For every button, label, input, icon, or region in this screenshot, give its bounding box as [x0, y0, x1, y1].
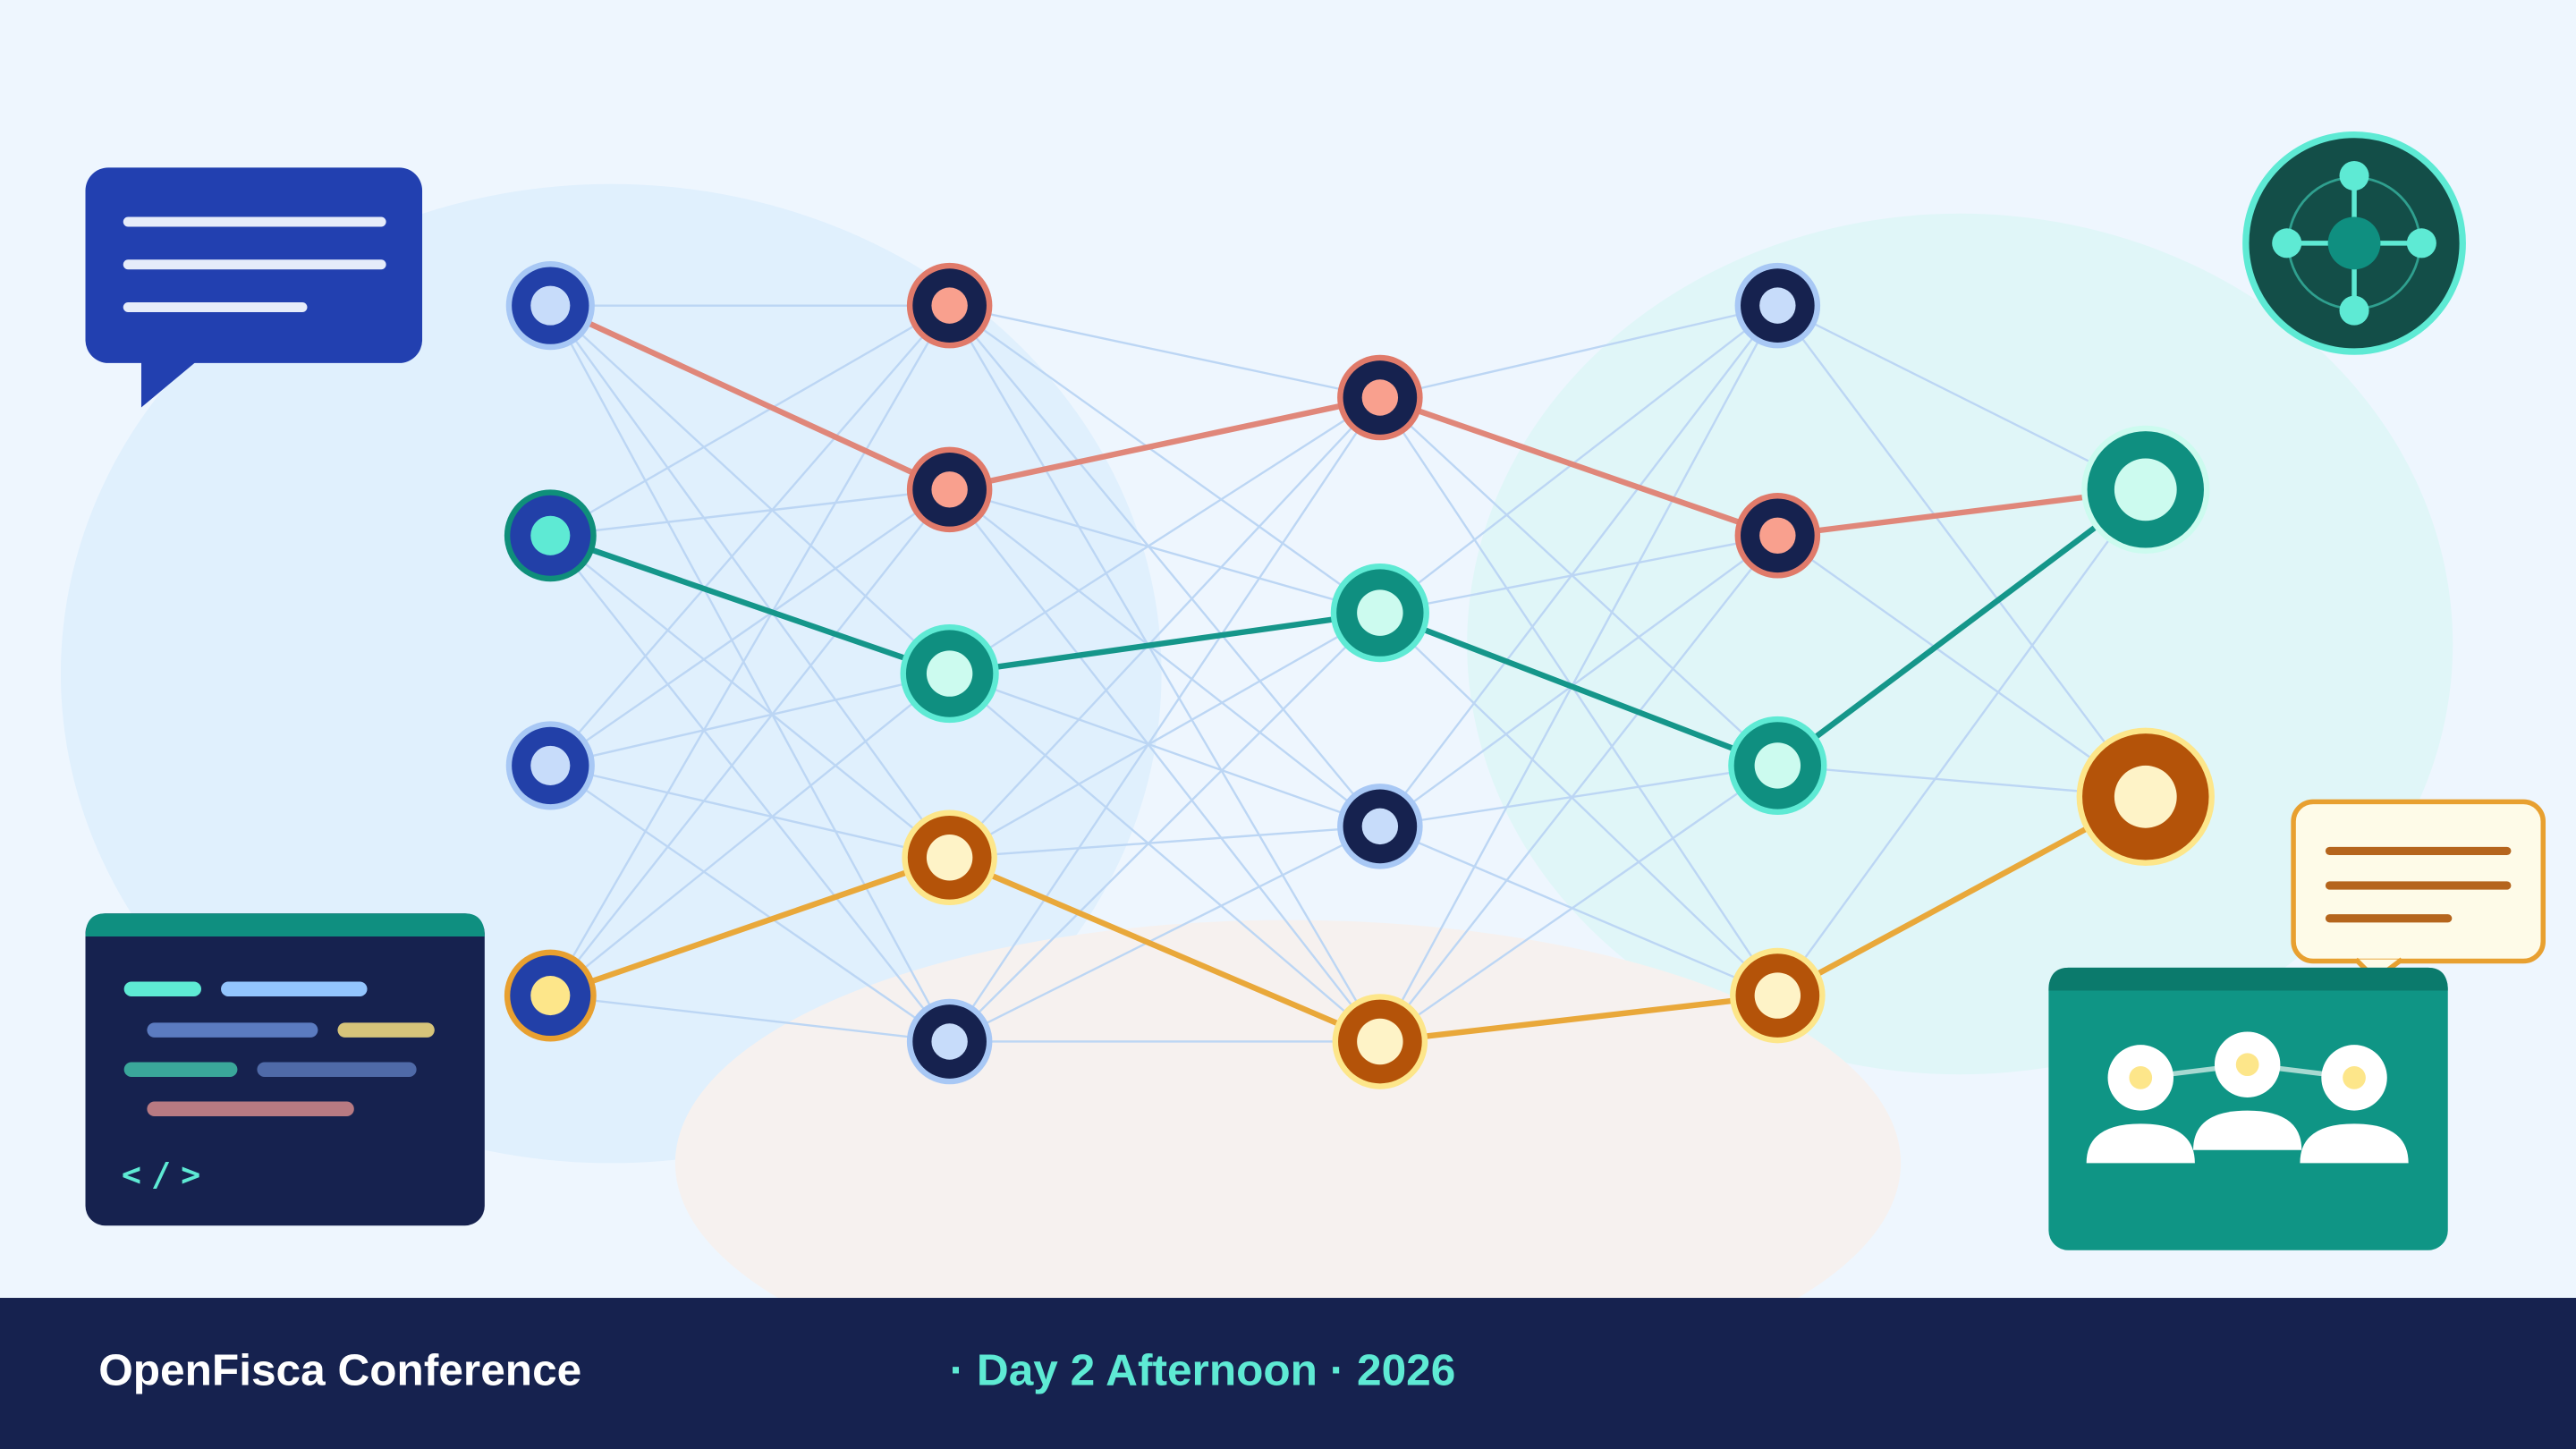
edge [948, 396, 1381, 859]
edge [549, 535, 951, 1043]
edge [1776, 488, 2147, 996]
node-core [931, 1023, 968, 1060]
people [2086, 1031, 2409, 1164]
edge [1379, 825, 1778, 997]
footer-bar [0, 1298, 2576, 1449]
edge [549, 488, 951, 767]
badge-dots [2272, 161, 2436, 326]
edge [1379, 764, 1778, 828]
edge [948, 304, 1381, 827]
edge [1379, 396, 1779, 767]
edge [550, 994, 950, 1043]
code-header [85, 913, 485, 936]
edge [550, 672, 950, 767]
edge [948, 305, 1381, 1043]
edge [549, 534, 951, 859]
network-badge [2242, 131, 2466, 355]
code-lines [123, 981, 435, 1117]
audience-header [2048, 967, 2448, 991]
node-core [530, 285, 571, 326]
edge [549, 764, 951, 1043]
node-core [530, 976, 571, 1016]
network-nodes [504, 261, 2215, 1089]
edge [549, 304, 951, 674]
edge [1776, 304, 2147, 798]
footer-subtitle: · Day 2 Afternoon · 2026 [950, 1345, 1456, 1395]
note-lines [2325, 846, 2512, 923]
edge [549, 488, 951, 996]
edge [1378, 305, 1779, 1043]
node-core [2114, 458, 2177, 521]
edge [949, 612, 1381, 859]
node-core [530, 515, 571, 555]
edge [550, 488, 950, 537]
audience-panel [2048, 967, 2448, 1250]
edge [949, 672, 1381, 828]
edge [549, 304, 951, 859]
edge [1379, 612, 1779, 996]
node-core [1361, 808, 1399, 845]
node-core [931, 471, 968, 508]
edge [1776, 534, 2147, 798]
edge [1379, 534, 1778, 614]
edge [948, 396, 1381, 1043]
edge [1379, 304, 1779, 614]
edge [948, 396, 1381, 675]
edge [549, 673, 951, 996]
edge [1776, 304, 2147, 491]
edge [948, 488, 1381, 827]
node-core [2114, 765, 2177, 828]
bubble-tail [140, 358, 201, 408]
blob-right [1467, 213, 2453, 1075]
edge [1379, 304, 1778, 399]
edge [1379, 764, 1779, 1043]
speech-bubble [85, 167, 423, 408]
node-core [926, 650, 973, 697]
node-core [1759, 517, 1796, 554]
edge [949, 304, 1381, 399]
badge-hub [2327, 216, 2381, 270]
node-core [1754, 972, 1801, 1019]
edge [550, 764, 950, 859]
edge [948, 673, 1381, 1043]
edge [1378, 535, 1779, 1043]
node-core [530, 745, 571, 785]
edge [948, 304, 1381, 614]
footer-title: OpenFisca Conference [98, 1345, 581, 1395]
node-core [1361, 379, 1399, 416]
edge [549, 304, 951, 537]
node-core [1754, 742, 1801, 789]
node-core [1357, 1018, 1403, 1065]
bubble-lines [123, 216, 386, 312]
node-core [931, 287, 968, 324]
edge [949, 825, 1381, 1043]
edge [1378, 396, 1779, 996]
code-panel: </> [85, 913, 485, 1226]
edge [948, 612, 1381, 1043]
edge [948, 488, 1381, 1043]
edge [549, 305, 951, 996]
edge [1378, 304, 1779, 827]
audience-body [2048, 967, 2448, 1250]
node-core [1357, 589, 1403, 636]
edge [549, 305, 951, 1043]
node-core [926, 835, 973, 881]
node-core [1759, 287, 1796, 324]
edge [949, 488, 1381, 614]
edge [949, 825, 1380, 859]
code-tag: </> [122, 1156, 210, 1194]
note-card [2291, 799, 2546, 983]
edge [549, 304, 951, 767]
edge [1379, 534, 1779, 827]
